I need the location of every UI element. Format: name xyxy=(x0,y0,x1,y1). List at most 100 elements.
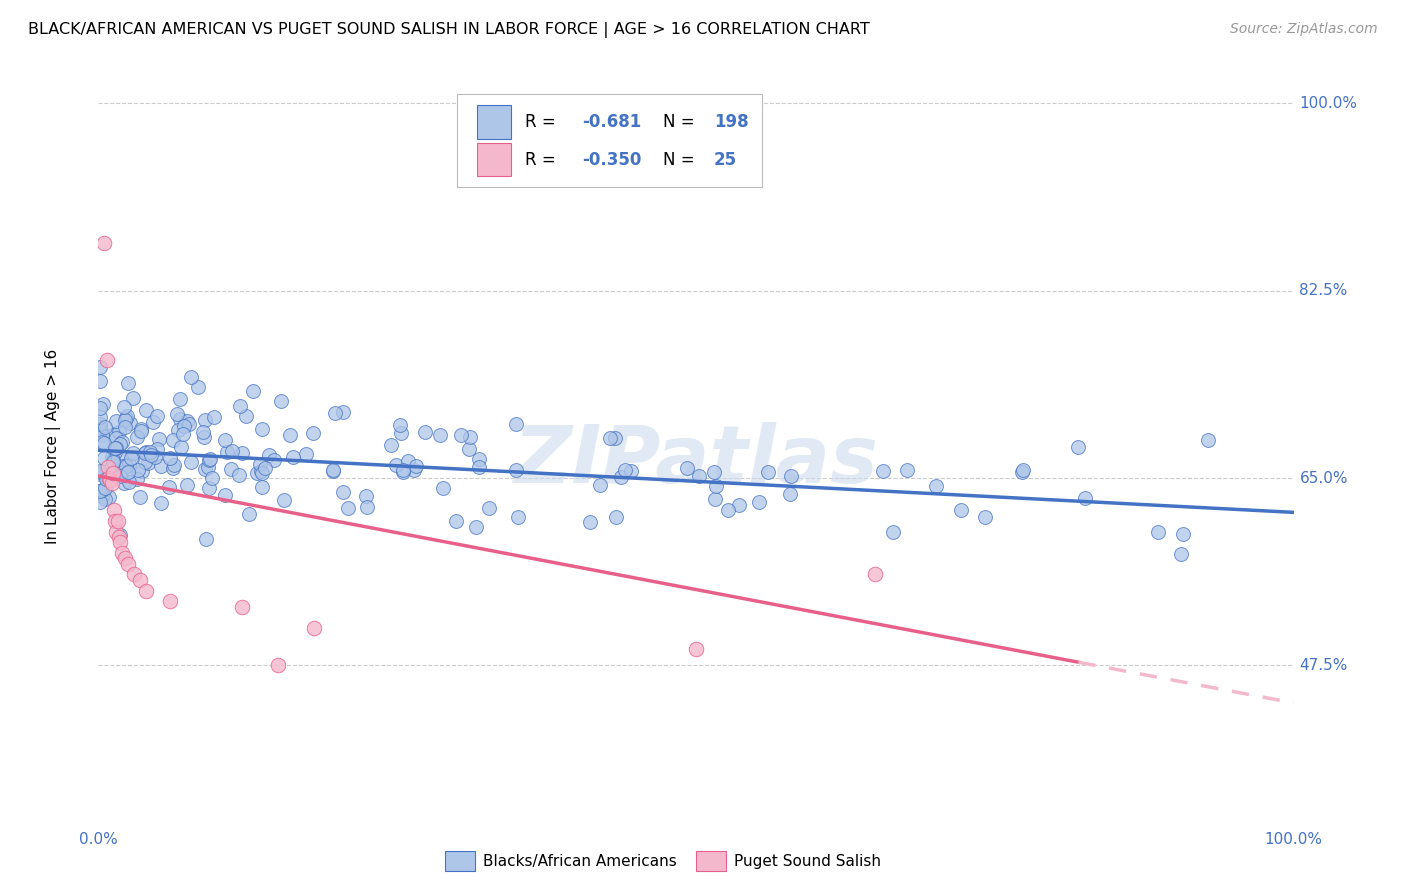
Point xyxy=(98,473,122,487)
Point xyxy=(250,422,273,436)
Point xyxy=(89,424,111,438)
Text: In Labor Force | Age > 16: In Labor Force | Age > 16 xyxy=(45,349,60,543)
Point xyxy=(89,375,111,389)
Point xyxy=(748,495,770,509)
Point xyxy=(235,409,257,423)
Point xyxy=(388,418,411,433)
Point xyxy=(676,461,699,475)
Point xyxy=(228,467,250,482)
Point xyxy=(974,509,997,524)
Point xyxy=(115,467,138,481)
Point xyxy=(162,461,184,475)
Text: R =: R = xyxy=(524,112,555,131)
Point xyxy=(779,469,801,483)
Point xyxy=(162,433,184,447)
Point xyxy=(135,403,157,417)
Point xyxy=(148,432,170,446)
Point xyxy=(242,384,264,398)
Point xyxy=(589,478,612,492)
Point xyxy=(610,469,633,483)
Point xyxy=(134,446,156,460)
Point xyxy=(108,425,131,439)
Point xyxy=(231,599,253,614)
Point xyxy=(779,487,801,501)
Point xyxy=(336,500,359,515)
Point xyxy=(702,465,724,479)
Point xyxy=(114,459,136,474)
Point xyxy=(219,462,242,476)
Point xyxy=(281,450,304,464)
Point xyxy=(1197,433,1219,447)
Point xyxy=(214,434,236,448)
Point xyxy=(104,514,127,528)
Point xyxy=(467,459,489,474)
Text: -0.350: -0.350 xyxy=(582,151,641,169)
Point xyxy=(136,456,159,470)
Point xyxy=(150,496,173,510)
Point xyxy=(1074,491,1097,505)
Point xyxy=(405,459,427,474)
Point xyxy=(202,409,225,424)
Point xyxy=(392,463,415,477)
Point xyxy=(187,379,209,393)
FancyBboxPatch shape xyxy=(696,851,725,871)
Point xyxy=(108,469,131,483)
Point xyxy=(354,489,377,503)
Point xyxy=(925,479,948,493)
Point xyxy=(197,452,219,467)
Point xyxy=(94,472,117,486)
Point xyxy=(180,455,202,469)
Text: 82.5%: 82.5% xyxy=(1299,284,1348,298)
Point xyxy=(180,370,202,384)
Point xyxy=(111,466,134,480)
Point xyxy=(101,455,124,469)
Point xyxy=(380,438,402,452)
Point xyxy=(506,510,529,524)
Point xyxy=(90,487,112,501)
Point xyxy=(114,551,136,566)
Point xyxy=(949,503,972,517)
Point xyxy=(131,465,153,479)
Point xyxy=(89,410,111,425)
Point xyxy=(170,440,193,454)
Point xyxy=(103,503,125,517)
Point xyxy=(101,453,124,467)
Point xyxy=(138,444,160,458)
Point xyxy=(198,452,221,467)
Point xyxy=(117,376,139,390)
Point xyxy=(295,447,318,461)
Point xyxy=(101,428,124,442)
Point xyxy=(465,520,488,534)
Point xyxy=(280,428,302,442)
Point xyxy=(1011,463,1033,477)
Point xyxy=(167,423,190,437)
Point xyxy=(89,494,111,508)
Text: Source: ZipAtlas.com: Source: ZipAtlas.com xyxy=(1230,22,1378,37)
Point xyxy=(101,466,124,480)
Point xyxy=(396,454,419,468)
Point xyxy=(1011,465,1033,479)
Point xyxy=(172,426,194,441)
FancyBboxPatch shape xyxy=(446,851,475,871)
Point xyxy=(90,427,112,442)
Point xyxy=(159,594,181,608)
Point xyxy=(134,454,156,468)
Point xyxy=(135,583,157,598)
Point xyxy=(356,500,378,514)
Point xyxy=(89,420,111,434)
Point xyxy=(505,462,527,476)
Point xyxy=(135,444,157,458)
Point xyxy=(122,391,145,405)
Point xyxy=(323,406,346,420)
Point xyxy=(896,463,918,477)
Point xyxy=(1170,547,1192,561)
FancyBboxPatch shape xyxy=(457,94,762,187)
Point xyxy=(389,425,412,440)
Point xyxy=(108,436,131,450)
Point xyxy=(193,425,215,439)
Text: 198: 198 xyxy=(714,112,748,131)
Point xyxy=(263,453,285,467)
Point xyxy=(114,413,136,427)
Point xyxy=(685,642,707,657)
Point xyxy=(620,464,643,478)
